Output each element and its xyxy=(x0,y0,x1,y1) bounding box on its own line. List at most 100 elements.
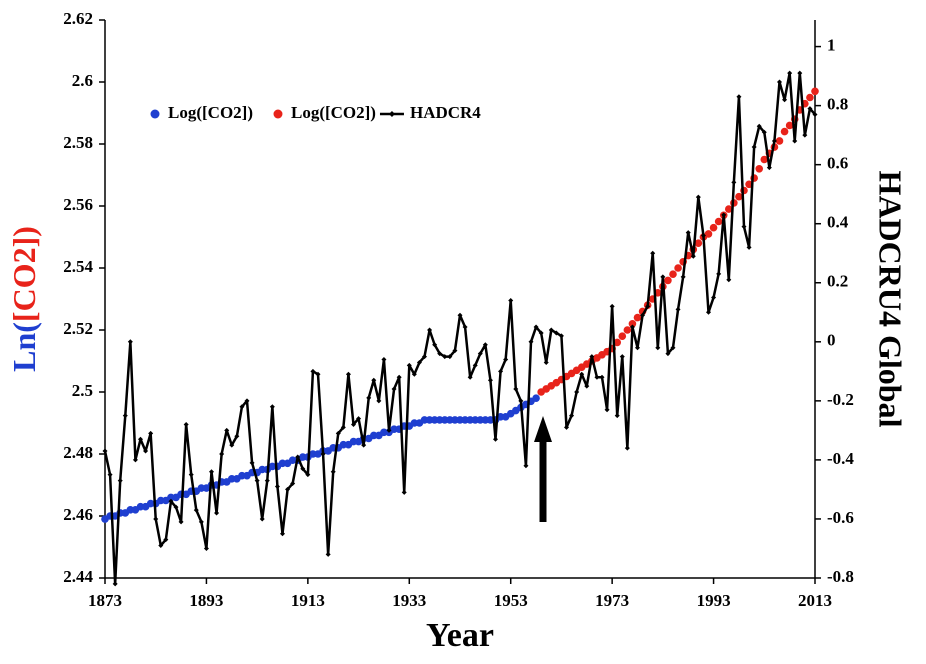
line-marker xyxy=(447,354,453,360)
data-dot xyxy=(532,394,540,403)
line-marker xyxy=(503,357,509,363)
line-marker xyxy=(660,274,666,280)
line-marker xyxy=(234,433,240,439)
line-marker xyxy=(589,354,595,360)
line-marker xyxy=(406,362,412,368)
data-dot xyxy=(674,264,682,272)
line-marker xyxy=(229,442,235,448)
line-marker xyxy=(553,330,559,336)
y-axis-title-part: [CO2] xyxy=(6,237,42,322)
y2-tick-label: 1 xyxy=(827,35,836,54)
legend-swatch-marker xyxy=(388,111,395,117)
y2-tick-label: 0 xyxy=(827,331,836,350)
line-marker xyxy=(386,427,392,433)
y2-tick-label: 0.2 xyxy=(827,272,848,291)
line-marker xyxy=(158,543,164,549)
line-marker xyxy=(168,498,174,504)
line-marker xyxy=(442,354,448,360)
y2-tick-label: 0.6 xyxy=(827,154,848,173)
line-marker xyxy=(391,386,397,392)
line-marker xyxy=(224,427,230,433)
x-axis-title: Year xyxy=(426,617,494,654)
line-marker xyxy=(285,486,291,492)
line-marker xyxy=(153,516,159,522)
annotation-arrow xyxy=(534,416,552,522)
line-marker xyxy=(695,194,701,200)
line-marker xyxy=(746,244,752,250)
line-marker xyxy=(122,413,128,419)
x-tick-label: 1913 xyxy=(291,591,325,610)
data-dot xyxy=(811,87,819,96)
y-tick-label: 2.6 xyxy=(72,71,93,90)
data-dot xyxy=(785,121,794,130)
line-marker xyxy=(655,345,661,351)
data-dot xyxy=(618,332,627,341)
line-marker xyxy=(609,303,615,309)
line-marker xyxy=(457,312,463,318)
y-axis-title: Ln([CO2]) xyxy=(6,226,42,372)
data-dot xyxy=(755,165,764,173)
y-axis-title-part: Ln( xyxy=(6,322,42,372)
line-marker xyxy=(650,250,656,256)
line-marker xyxy=(467,374,473,380)
y-tick-label: 2.46 xyxy=(63,505,93,524)
line-marker xyxy=(721,212,727,218)
data-dot xyxy=(628,320,637,328)
line-marker xyxy=(280,531,285,537)
x-tick-label: 1893 xyxy=(189,591,223,610)
legend: Log([CO2]) Log([CO2]) HADCR4 xyxy=(150,103,481,122)
line-marker xyxy=(761,129,767,135)
line-marker xyxy=(264,478,270,484)
y-tick-label: 2.56 xyxy=(63,195,93,214)
line-marker xyxy=(239,404,245,410)
line-marker xyxy=(594,374,600,380)
line-marker xyxy=(188,472,194,478)
line-marker xyxy=(361,442,367,448)
line-marker xyxy=(203,545,209,551)
line-marker xyxy=(427,327,433,333)
y-tick-label: 2.62 xyxy=(63,9,93,28)
line-marker xyxy=(751,144,757,150)
line-marker xyxy=(290,481,296,487)
line-marker xyxy=(416,359,422,365)
y-tick-label: 2.58 xyxy=(63,133,93,152)
data-dot xyxy=(775,137,784,145)
line-marker xyxy=(102,448,108,454)
line-marker xyxy=(766,165,772,171)
line-marker xyxy=(756,123,762,129)
line-marker xyxy=(716,271,722,277)
y-tick-label: 2.52 xyxy=(63,319,93,338)
line-marker xyxy=(138,436,143,442)
line-marker xyxy=(452,348,458,354)
line-marker xyxy=(462,324,468,330)
line-marker xyxy=(340,424,346,430)
line-marker xyxy=(325,551,331,557)
y-axis-title-part: ) xyxy=(6,226,42,237)
data-dot xyxy=(760,155,769,164)
line-marker xyxy=(771,138,777,144)
line-marker xyxy=(173,504,179,510)
line-marker xyxy=(366,395,372,401)
line-marker xyxy=(624,445,630,451)
line-marker xyxy=(777,79,782,85)
y2-tick-label: -0.8 xyxy=(827,567,854,586)
line-marker xyxy=(310,368,316,374)
x-tick-label: 1953 xyxy=(494,591,528,610)
data-dot xyxy=(709,223,718,232)
legend-label: HADCR4 xyxy=(410,103,481,122)
line-marker xyxy=(198,519,204,525)
x-tick-label: 1933 xyxy=(392,591,426,610)
x-tick-label: 1873 xyxy=(88,591,122,610)
line-marker xyxy=(508,297,514,303)
line-marker xyxy=(619,354,625,360)
line-marker xyxy=(614,413,620,419)
line-marker xyxy=(599,374,605,380)
line-marker xyxy=(305,472,311,478)
data-dot xyxy=(669,270,677,279)
data-dot xyxy=(724,205,733,213)
line-marker xyxy=(371,377,377,383)
line-marker xyxy=(437,351,443,357)
y-tick-label: 2.54 xyxy=(63,257,93,276)
data-dot xyxy=(633,313,642,322)
